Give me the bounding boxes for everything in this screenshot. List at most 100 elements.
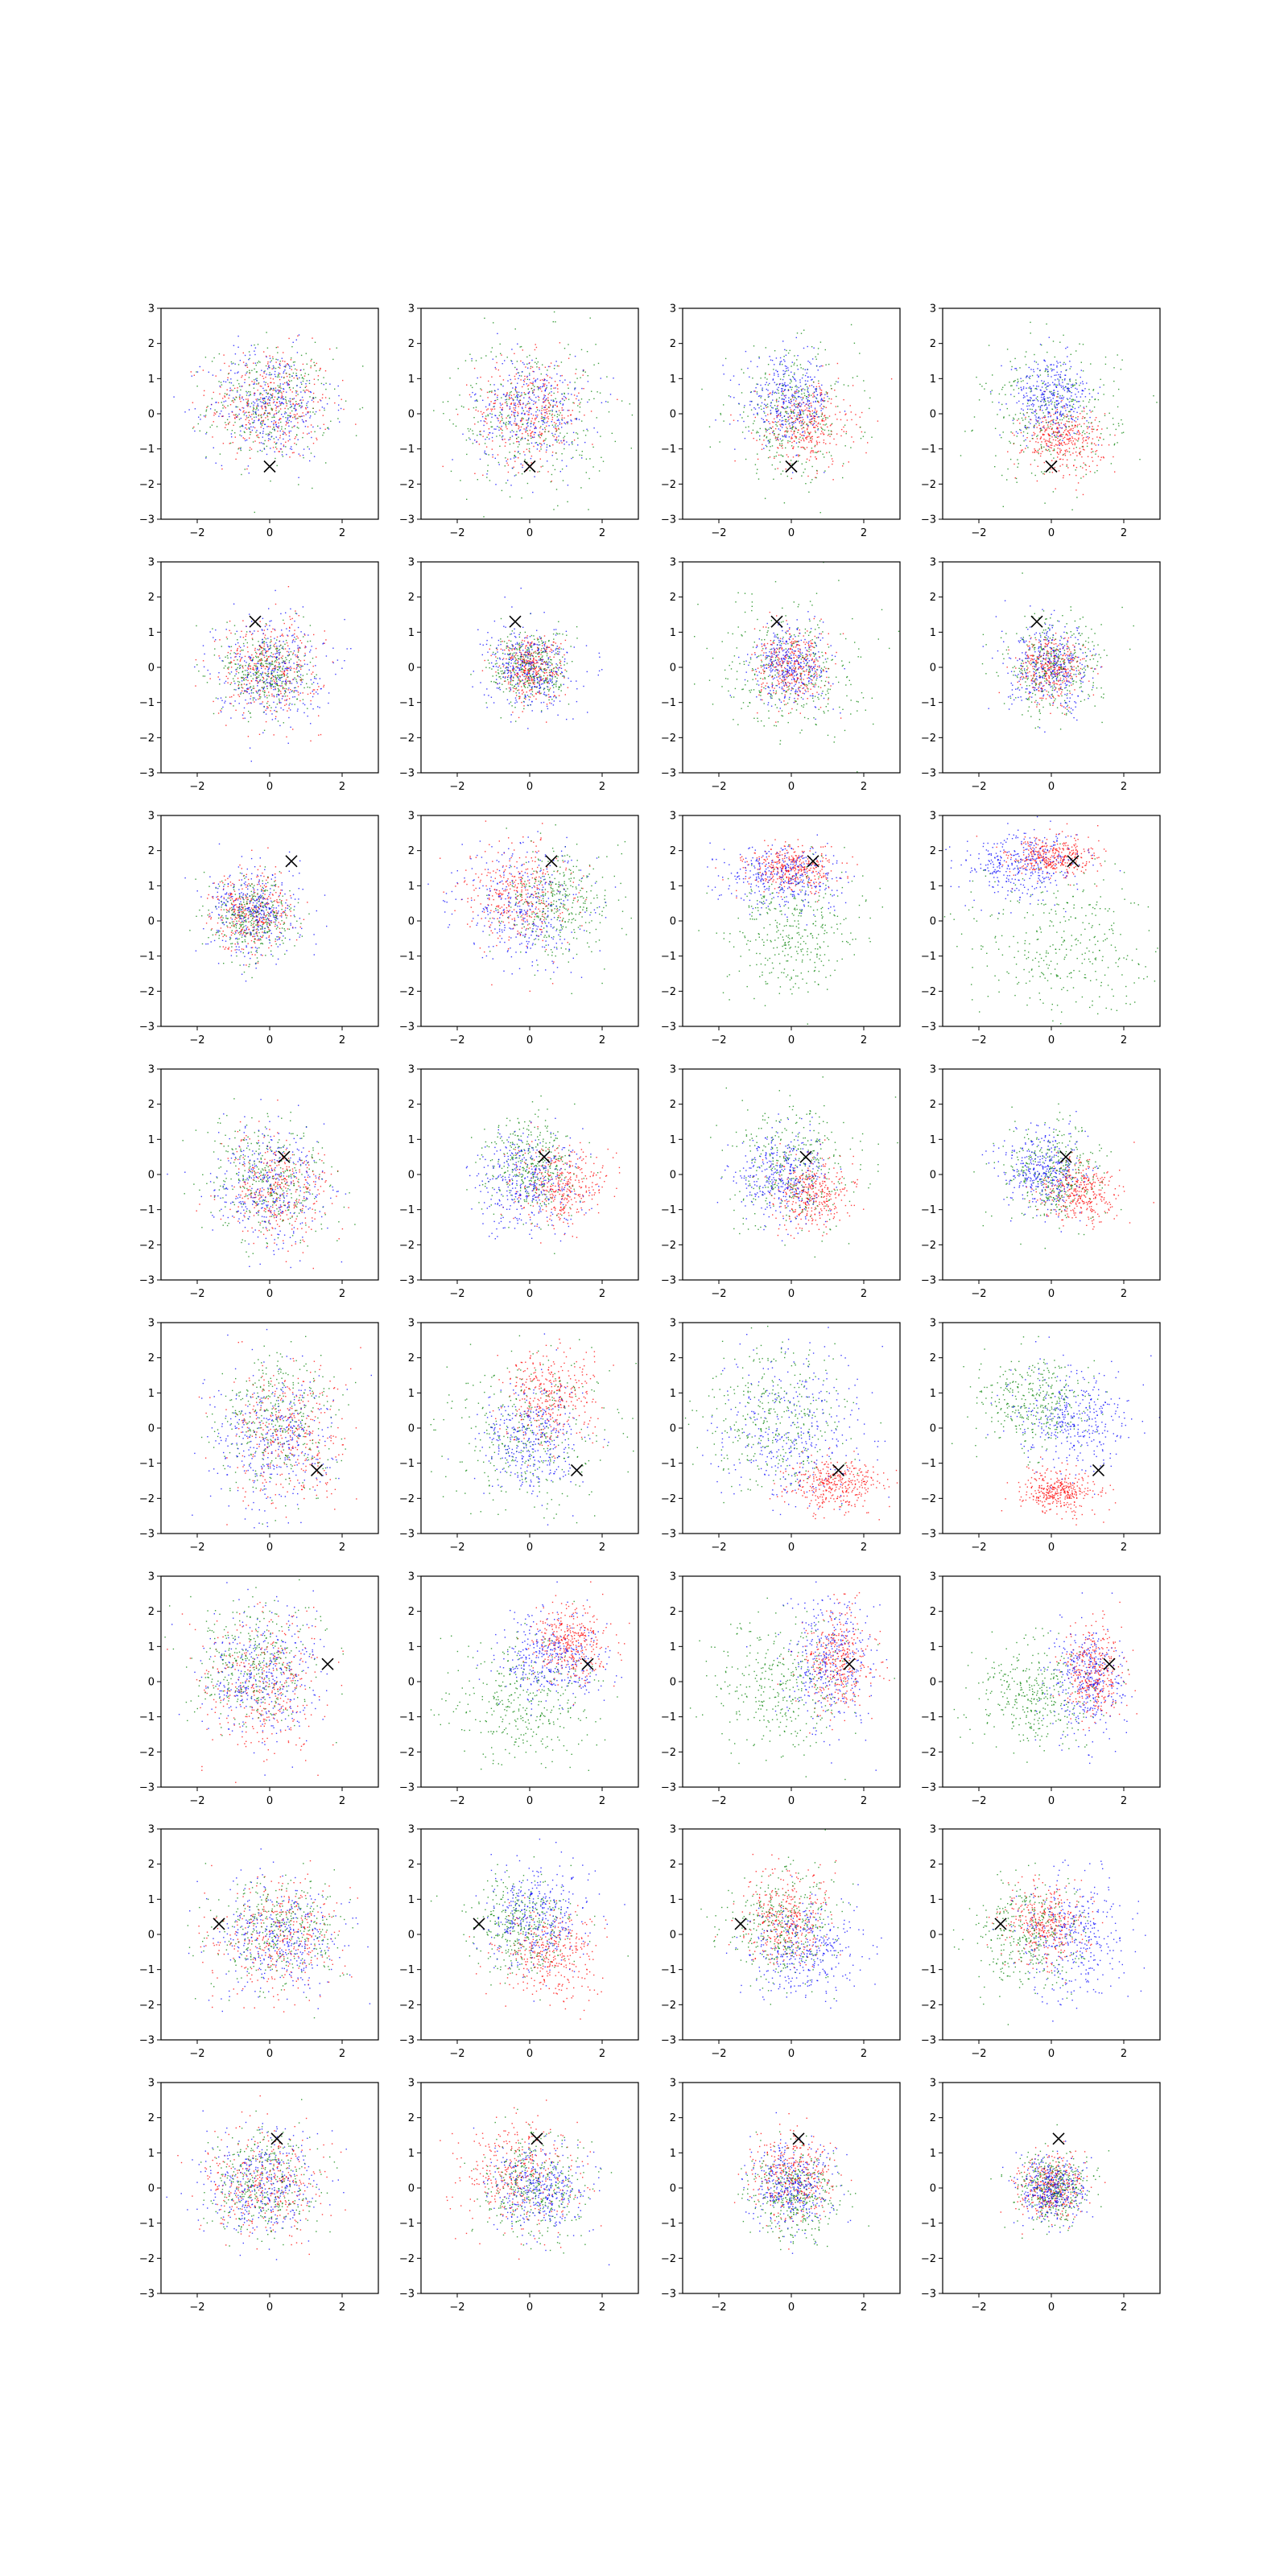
scatter-point — [516, 434, 518, 436]
scatter-point — [1034, 433, 1036, 435]
scatter-point — [776, 425, 778, 427]
scatter-point — [271, 663, 273, 665]
scatter-point — [1075, 489, 1077, 491]
scatter-point — [275, 367, 277, 369]
scatter-point — [592, 466, 594, 468]
scatter-point — [799, 379, 801, 381]
scatter-point — [776, 383, 778, 385]
scatter-point — [1014, 357, 1016, 360]
scatter-point — [285, 683, 287, 684]
scatter-point — [585, 472, 587, 473]
scatter-point — [1088, 436, 1090, 439]
scatter-point — [817, 369, 819, 371]
scatter-point — [541, 419, 543, 422]
scatter-point — [276, 647, 278, 649]
scatter-point — [248, 394, 250, 397]
scatter-point — [781, 423, 782, 425]
scatter-point — [1013, 395, 1015, 398]
scatter-point — [324, 397, 327, 398]
scatter-point — [287, 379, 290, 382]
scatter-point — [1010, 431, 1012, 433]
scatter-point — [303, 448, 305, 450]
scatter-point — [546, 374, 547, 375]
scatter-point — [593, 427, 595, 429]
scatter-point — [282, 667, 283, 669]
scatter-point — [237, 448, 239, 450]
scatter-point — [491, 390, 493, 392]
scatter-point — [750, 401, 753, 402]
scatter-point — [1057, 427, 1059, 429]
scatter-point — [574, 355, 576, 357]
scatter-point — [299, 416, 301, 418]
scatter-point — [570, 419, 572, 421]
scatter-point — [789, 378, 791, 380]
scatter-point — [553, 368, 555, 369]
scatter-point — [813, 394, 815, 396]
scatter-point — [539, 388, 542, 390]
scatter-point — [770, 405, 771, 407]
scatter-point — [287, 680, 289, 682]
scatter-point — [772, 399, 774, 401]
scatter-point — [758, 478, 760, 480]
scatter-point — [1022, 409, 1024, 411]
scatter-point — [270, 394, 272, 396]
scatter-point — [576, 418, 578, 419]
scatter-point — [283, 444, 285, 446]
scatter-point — [270, 360, 272, 361]
scatter-point — [267, 404, 269, 407]
scatter-point — [457, 368, 459, 369]
scatter-point — [1059, 427, 1061, 429]
scatter-point — [527, 425, 529, 427]
scatter-point — [1110, 463, 1113, 464]
scatter-point — [294, 671, 295, 673]
scatter-point — [442, 465, 444, 468]
scatter-point — [279, 418, 281, 419]
scatter-point — [795, 442, 798, 444]
scatter-point — [561, 423, 563, 425]
y-tick-label: 0 — [670, 409, 676, 421]
scatter-point — [539, 450, 541, 452]
scatter-point — [1113, 444, 1115, 446]
scatter-point — [1077, 440, 1079, 442]
scatter-point — [233, 688, 235, 691]
scatter-point — [250, 402, 253, 404]
scatter-point — [738, 402, 740, 404]
scatter-point — [519, 403, 521, 405]
scatter-point — [474, 473, 476, 474]
scatter-point — [539, 379, 541, 382]
scatter-point — [799, 402, 801, 403]
scatter-point — [290, 689, 291, 691]
scatter-point — [551, 432, 553, 435]
scatter-point — [1011, 385, 1013, 386]
y-tick-label: 1 — [408, 374, 415, 386]
scatter-point — [1108, 444, 1110, 446]
scatter-point — [778, 454, 780, 456]
scatter-point — [1048, 448, 1050, 451]
scatter-point — [256, 624, 258, 625]
scatter-point — [1064, 449, 1066, 452]
scatter-point — [786, 431, 788, 433]
scatter-point — [1071, 416, 1072, 418]
scatter-point — [973, 416, 976, 418]
scatter-point — [526, 423, 528, 424]
scatter-point — [267, 383, 269, 385]
scatter-point — [792, 376, 794, 378]
scatter-point — [227, 379, 229, 381]
scatter-point — [263, 448, 266, 450]
scatter-point — [548, 392, 551, 394]
scatter-point — [556, 429, 558, 431]
y-tick-label: 1 — [930, 374, 936, 386]
scatter-point — [807, 475, 809, 477]
scatter-point — [1085, 406, 1088, 407]
scatter-point — [1043, 446, 1045, 448]
scatter-point — [528, 392, 530, 394]
scatter-point — [225, 400, 227, 402]
scatter-point — [816, 442, 818, 444]
scatter-point — [238, 696, 241, 697]
scatter-point — [275, 358, 277, 361]
scatter-point — [787, 416, 789, 419]
scatter-point — [279, 386, 281, 388]
scatter-point — [768, 428, 770, 430]
scatter-point — [528, 391, 530, 393]
scatter-point — [821, 412, 824, 414]
